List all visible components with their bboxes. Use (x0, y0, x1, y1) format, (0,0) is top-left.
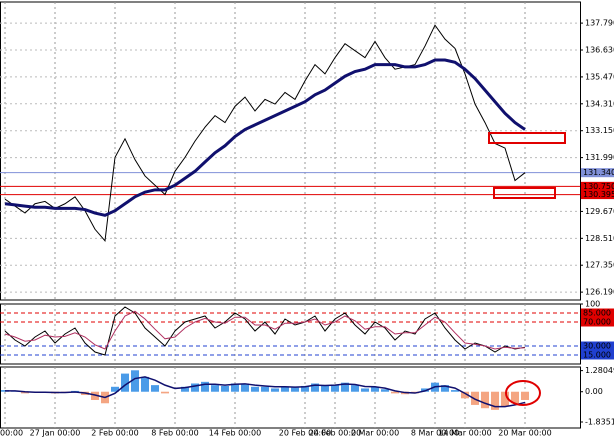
price-label: 131.340 (583, 168, 614, 177)
x-tick-label: 14 Feb 00:00 (209, 429, 261, 438)
y-tick-label: 15.000 (583, 351, 611, 360)
level-label-bg (581, 341, 614, 351)
series-line (5, 376, 526, 408)
histogram-bar (311, 383, 319, 392)
y-tick-label: -1.83514 (585, 417, 614, 426)
level-label-bg (581, 317, 614, 327)
price-label-bg (581, 181, 614, 191)
annotation-box (493, 187, 556, 199)
y-tick-label: 129.670 (585, 207, 614, 216)
histogram-bar (221, 385, 229, 392)
x-tick-label: 2 Mar 00:00 (351, 429, 399, 438)
y-tick-label: 136.630 (585, 46, 614, 55)
histogram-bar (371, 386, 379, 392)
panel-frame (0, 303, 581, 365)
x-tick-label: 14 Mar 00:00 (438, 429, 491, 438)
histogram-bar (461, 391, 469, 399)
series-line (4, 58, 526, 217)
histogram-bar (261, 386, 269, 392)
histogram-bar (21, 391, 29, 394)
price-label-bg (581, 190, 614, 200)
histogram-bar (141, 376, 149, 392)
level-label-bg (581, 350, 614, 360)
histogram-bar (241, 383, 249, 392)
histogram-bar (521, 391, 529, 400)
histogram-bar (191, 383, 199, 392)
y-tick-label: 30.000 (583, 342, 611, 351)
histogram-bar (111, 386, 119, 392)
x-tick-label: 2 Feb 00:00 (91, 429, 138, 438)
y-tick-label: 135.470 (585, 72, 614, 81)
histogram-bar (91, 391, 99, 400)
price-label: 130.750 (583, 182, 614, 191)
annotation-circle (505, 380, 541, 406)
y-tick-label: 128.510 (585, 234, 614, 243)
price-label-bg (581, 168, 614, 178)
y-tick-label: 1.28049 (585, 366, 614, 375)
histogram-bar (351, 385, 359, 392)
x-tick-label: 8 Feb 00:00 (151, 429, 198, 438)
histogram-bar (491, 391, 499, 410)
histogram-bar (121, 373, 129, 392)
panel-frame (0, 1, 581, 301)
y-tick-label: 127.350 (585, 261, 614, 270)
series-line (4, 310, 526, 350)
histogram-bar (501, 391, 509, 407)
x-tick-label: 00:00 (0, 429, 23, 438)
x-tick-label: 27 Jan 00:00 (30, 429, 81, 438)
y-tick-label: 100 (585, 300, 600, 309)
histogram-bar (441, 385, 449, 392)
y-tick-label: 137.790 (585, 19, 614, 28)
x-tick-label: 20 Mar 00:00 (498, 429, 551, 438)
y-tick-label: 134.310 (585, 99, 614, 108)
histogram-bar (451, 390, 459, 392)
x-tick-label: 24 Feb 00:00 (309, 429, 361, 438)
y-tick-label: 133.150 (585, 126, 614, 135)
y-tick-label: 85.000 (583, 309, 611, 318)
histogram-bar (291, 387, 299, 392)
annotation-box (488, 132, 566, 144)
histogram-bar (381, 389, 389, 392)
histogram-bar (511, 391, 519, 404)
histogram-bar (181, 386, 189, 392)
x-tick-label: 8 Mar 00:00 (411, 429, 459, 438)
histogram-bar (341, 382, 349, 392)
histogram-bar (321, 385, 329, 392)
level-label-bg (581, 308, 614, 318)
y-tick-label: 0.00 (585, 387, 603, 396)
histogram-bar (421, 388, 429, 392)
panel-frame (0, 366, 581, 429)
histogram-bar (301, 385, 309, 392)
series-line (4, 306, 526, 356)
histogram-bar (271, 388, 279, 392)
histogram-bar (251, 386, 259, 392)
histogram-bar (151, 385, 159, 392)
y-tick-label: 131.990 (585, 153, 614, 162)
histogram-bar (131, 370, 139, 392)
histogram-bar (231, 383, 239, 392)
histogram-bar (201, 381, 209, 392)
y-tick-label: 70.000 (583, 318, 611, 327)
histogram-bar (361, 388, 369, 392)
histogram-bar (281, 386, 289, 392)
series-line (4, 24, 526, 243)
histogram-bar (331, 385, 339, 392)
price-label: 130.395 (583, 190, 614, 199)
histogram-bar (211, 385, 219, 392)
histogram-bar (481, 391, 489, 409)
histogram-bar (391, 391, 399, 394)
x-tick-label: 20 Feb 00:00 (279, 429, 331, 438)
y-tick-label: 126.190 (585, 288, 614, 297)
histogram-bar (161, 391, 169, 394)
